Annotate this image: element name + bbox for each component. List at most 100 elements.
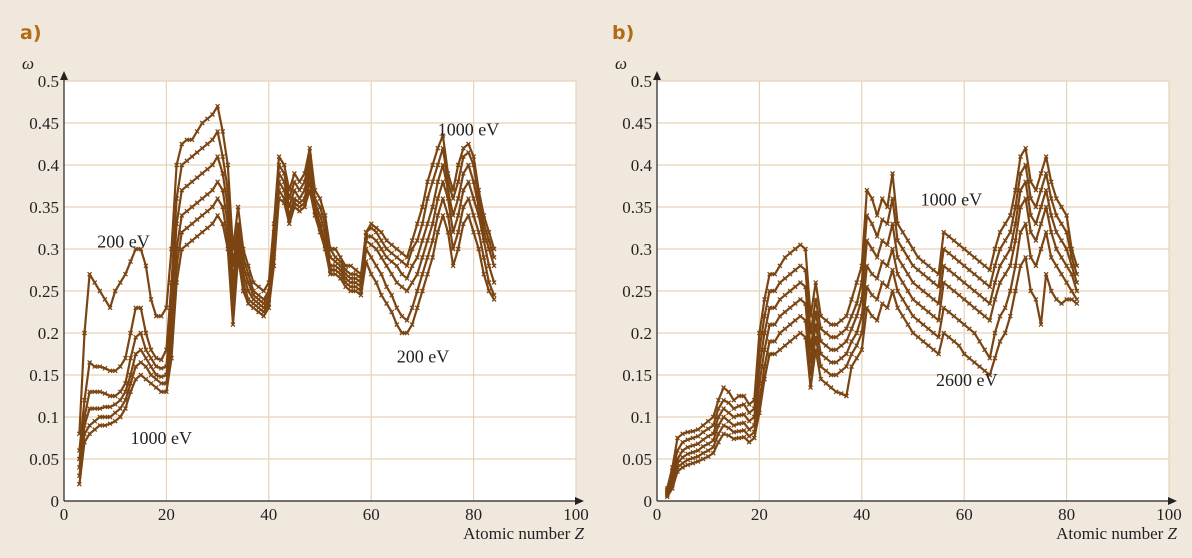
data-point xyxy=(378,254,384,260)
data-point xyxy=(128,259,134,265)
y-axis-label: ω xyxy=(615,54,627,73)
data-point xyxy=(762,296,767,302)
data-point xyxy=(143,330,149,336)
data-point xyxy=(184,137,190,143)
data-point xyxy=(874,275,880,281)
data-point xyxy=(946,233,952,239)
data-point xyxy=(690,435,696,441)
data-point xyxy=(685,462,691,468)
data-point xyxy=(849,326,855,332)
data-point xyxy=(97,406,103,412)
data-point xyxy=(163,305,169,311)
data-point xyxy=(1043,170,1049,176)
data-point xyxy=(87,431,93,437)
panel-label: a) xyxy=(20,22,42,44)
data-point xyxy=(736,403,742,409)
data-point xyxy=(803,334,808,340)
data-point xyxy=(910,330,916,336)
data-point xyxy=(440,162,446,168)
data-point xyxy=(394,305,400,311)
data-point xyxy=(762,313,767,319)
data-point xyxy=(250,296,256,302)
data-point xyxy=(199,229,205,235)
data-point xyxy=(936,351,942,357)
data-point xyxy=(389,259,395,265)
data-point xyxy=(133,351,139,357)
data-point xyxy=(685,451,691,457)
data-point xyxy=(1053,212,1059,218)
data-point xyxy=(1053,246,1059,252)
data-point xyxy=(977,259,983,265)
data-point xyxy=(931,330,936,336)
data-point xyxy=(384,238,390,244)
data-point xyxy=(117,364,123,370)
data-point xyxy=(992,263,998,269)
data-point xyxy=(864,238,870,244)
data-point xyxy=(1023,254,1029,260)
data-point xyxy=(491,296,497,302)
data-point xyxy=(874,233,880,239)
data-point xyxy=(435,229,441,235)
data-point xyxy=(669,485,675,491)
data-point xyxy=(158,380,164,386)
data-point xyxy=(890,196,895,202)
data-point xyxy=(931,296,936,302)
data-point xyxy=(925,326,931,332)
data-point xyxy=(414,271,420,277)
data-point xyxy=(440,133,446,139)
data-point xyxy=(1002,271,1008,277)
data-point xyxy=(715,422,721,428)
data-point xyxy=(777,280,783,286)
data-point xyxy=(833,334,839,340)
annotation-label: 2600 eV xyxy=(936,370,998,390)
data-point xyxy=(797,242,803,248)
data-point xyxy=(235,254,241,260)
data-point xyxy=(1002,238,1008,244)
data-point xyxy=(685,457,691,463)
data-point xyxy=(235,221,241,227)
data-point xyxy=(117,280,123,286)
data-point xyxy=(184,158,190,164)
data-point xyxy=(772,288,778,294)
y-tick-label: 0.3 xyxy=(38,240,59,259)
data-point xyxy=(297,179,302,185)
data-point xyxy=(864,187,870,193)
data-point xyxy=(869,196,875,202)
data-point xyxy=(92,406,98,412)
data-point xyxy=(138,372,144,378)
data-point xyxy=(905,238,911,244)
data-point xyxy=(256,309,262,315)
data-point xyxy=(1069,288,1075,294)
data-point xyxy=(486,288,492,294)
data-point xyxy=(869,313,875,319)
data-point xyxy=(685,444,691,450)
data-point xyxy=(1053,229,1059,235)
data-point xyxy=(138,330,144,336)
data-point xyxy=(833,359,839,365)
data-point xyxy=(828,322,834,328)
data-point xyxy=(746,427,752,433)
data-point xyxy=(941,229,947,235)
data-point xyxy=(389,250,395,256)
data-point xyxy=(782,326,788,332)
data-point xyxy=(721,385,727,391)
series-line xyxy=(78,105,496,434)
data-point xyxy=(102,391,108,396)
data-point xyxy=(174,162,180,168)
data-point xyxy=(762,347,767,353)
data-point xyxy=(1018,154,1023,160)
data-point xyxy=(874,296,880,302)
data-point xyxy=(992,246,998,252)
annotation-label: 1000 eV xyxy=(131,428,193,448)
data-point xyxy=(838,391,844,396)
data-point xyxy=(946,284,952,290)
data-point xyxy=(87,271,93,277)
x-axis-variable: Z xyxy=(575,524,585,543)
data-point xyxy=(332,259,338,265)
data-point xyxy=(368,254,374,260)
data-point xyxy=(460,154,466,160)
data-point xyxy=(297,208,302,214)
data-point xyxy=(399,271,405,277)
data-point xyxy=(445,196,451,202)
data-point xyxy=(890,170,895,176)
